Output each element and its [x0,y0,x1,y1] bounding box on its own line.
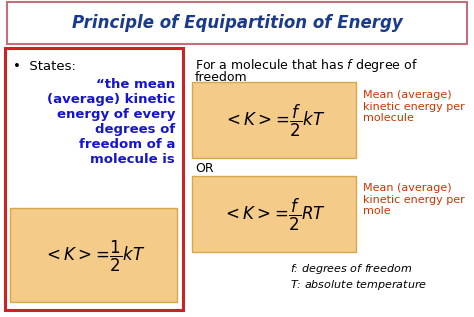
Text: Mean (average)
kinetic energy per
molecule: Mean (average) kinetic energy per molecu… [363,90,465,123]
Text: Principle of Equipartition of Energy: Principle of Equipartition of Energy [72,14,402,32]
Text: For a molecule that has $f$ degree of: For a molecule that has $f$ degree of [195,57,418,74]
Text: OR: OR [195,162,214,175]
Text: $T$: absolute temperature: $T$: absolute temperature [290,278,427,292]
Text: “the mean
(average) kinetic
energy of every
degrees of
freedom of a
molecule is: “the mean (average) kinetic energy of ev… [47,78,175,166]
FancyBboxPatch shape [7,2,467,44]
Text: Mean (average)
kinetic energy per
mole: Mean (average) kinetic energy per mole [363,183,465,216]
Text: •  States:: • States: [13,60,76,73]
Text: $< K >\!=\!\dfrac{1}{2}kT$: $< K >\!=\!\dfrac{1}{2}kT$ [43,238,145,274]
FancyBboxPatch shape [5,48,183,310]
FancyBboxPatch shape [192,82,356,158]
FancyBboxPatch shape [10,208,177,302]
Text: freedom: freedom [195,71,247,84]
Text: $< K >\!=\!\dfrac{f}{2}kT$: $< K >\!=\!\dfrac{f}{2}kT$ [223,103,325,139]
FancyBboxPatch shape [192,176,356,252]
Text: $f$: degrees of freedom: $f$: degrees of freedom [290,262,412,276]
Text: $< K >\!=\!\dfrac{f}{2}RT$: $< K >\!=\!\dfrac{f}{2}RT$ [222,197,326,233]
